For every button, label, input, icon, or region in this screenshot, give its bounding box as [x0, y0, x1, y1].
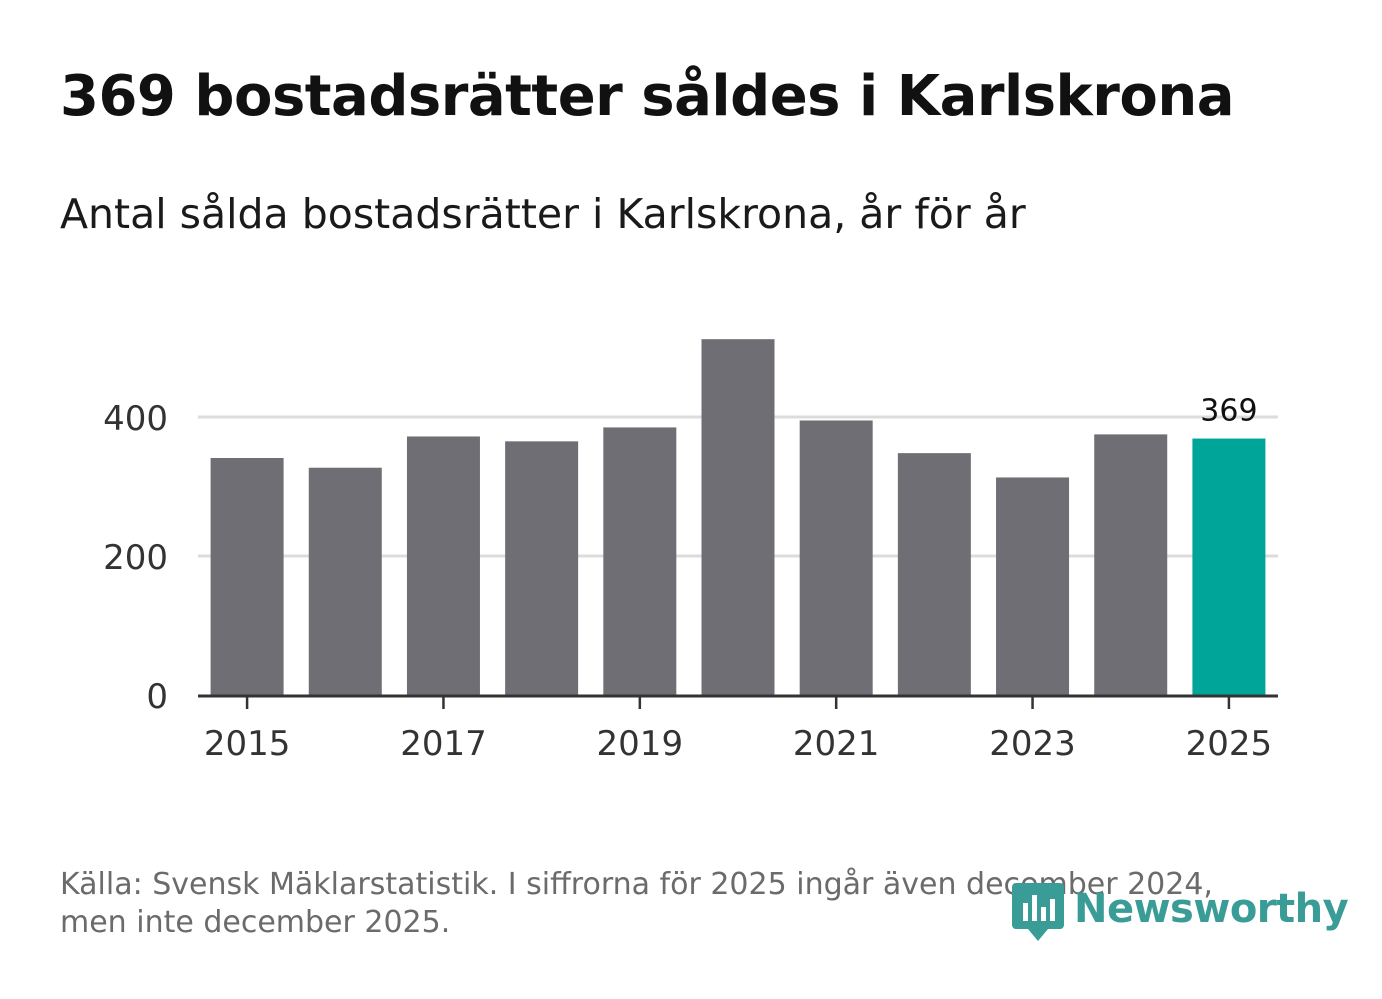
bars: [210, 339, 1266, 695]
labels: 0 200 400 369 2015 2017 2019 2021 2023 2025: [103, 394, 1272, 764]
bar-2021: [799, 420, 873, 695]
bar-2015: [210, 458, 284, 695]
bar-2024: [1094, 434, 1168, 695]
source-line-2: men inte december 2025.: [60, 905, 451, 940]
bar-2023: [996, 477, 1070, 695]
x-tick-label-2023: 2023: [989, 724, 1076, 764]
axes: [198, 694, 1278, 709]
x-tick-label-2019: 2019: [597, 724, 684, 764]
x-tick-label-2015: 2015: [204, 724, 291, 764]
bar-2018: [505, 441, 579, 695]
bar-2017: [406, 436, 480, 695]
newsworthy-logo: Newsworthy: [1010, 874, 1349, 944]
chart-title: 369 bostadsrätter såldes i Karlskrona: [60, 64, 1235, 129]
bar-2020: [701, 339, 775, 695]
bar-2016: [308, 467, 382, 695]
newsworthy-logo-icon: [1012, 883, 1064, 941]
y-tick-label-0: 0: [146, 677, 168, 717]
x-tick-label-2025: 2025: [1186, 724, 1273, 764]
bar-2025: [1192, 438, 1266, 695]
y-tick-label-200: 200: [103, 538, 168, 578]
bar-2022: [897, 453, 971, 695]
x-tick-label-2017: 2017: [400, 724, 487, 764]
x-tick-label-2021: 2021: [793, 724, 880, 764]
brand-name: Newsworthy: [1074, 886, 1349, 932]
bar-2019: [603, 427, 677, 695]
data-label-2025: 369: [1200, 394, 1257, 429]
y-tick-label-400: 400: [103, 399, 168, 439]
chart-subtitle: Antal sålda bostadsrätter i Karlskrona, …: [60, 190, 1026, 238]
